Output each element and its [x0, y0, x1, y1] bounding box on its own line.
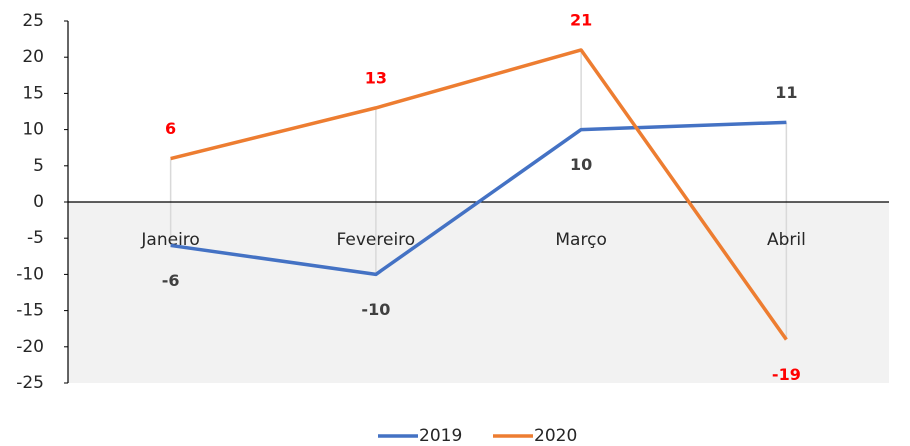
data-label: 13 — [365, 68, 387, 87]
data-label: -6 — [162, 271, 180, 290]
x-tick-label: Abril — [767, 230, 806, 250]
x-tick-label: Março — [555, 230, 606, 250]
data-label: -10 — [361, 300, 390, 319]
series-line — [170, 48, 788, 341]
data-label: 6 — [165, 119, 176, 138]
legend-label: 2019 — [419, 426, 462, 446]
y-tick-label: -10 — [16, 264, 44, 284]
y-tick-label: 10 — [22, 120, 44, 140]
x-tick-label: Janeiro — [140, 230, 199, 250]
y-tick-label: 25 — [22, 11, 44, 31]
y-tick-label: 5 — [33, 156, 44, 176]
series-line — [170, 120, 787, 277]
x-tick-label: Fevereiro — [337, 230, 416, 250]
legend-label: 2020 — [534, 426, 577, 446]
y-tick-label: 15 — [22, 83, 44, 103]
y-tick-label: -5 — [27, 228, 44, 248]
y-tick-label: -25 — [16, 373, 44, 393]
y-tick-label: -20 — [16, 337, 44, 357]
data-label: 21 — [570, 10, 592, 29]
y-tick-label: 0 — [33, 192, 44, 212]
y-tick-label: -15 — [16, 301, 44, 321]
y-tick-label: 20 — [22, 47, 44, 67]
data-label: 11 — [775, 83, 797, 102]
data-label: 10 — [570, 155, 592, 174]
data-label: -19 — [772, 365, 801, 384]
